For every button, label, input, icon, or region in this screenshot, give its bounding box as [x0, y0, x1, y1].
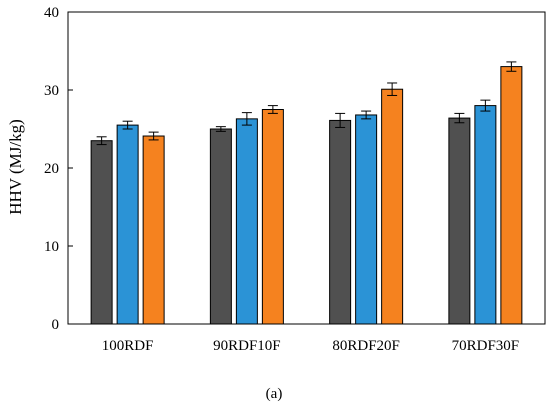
bar	[116, 124, 139, 325]
bar-series	[90, 61, 523, 325]
x-category-label: 70RDF30F	[452, 338, 520, 354]
bar	[235, 118, 258, 325]
error-bar	[335, 112, 346, 128]
error-bar	[454, 112, 465, 124]
x-category-label: 100RDF	[102, 338, 154, 354]
error-bar	[267, 105, 278, 114]
bar	[261, 109, 284, 325]
bar	[142, 135, 165, 325]
error-bar	[96, 136, 107, 146]
bar	[355, 114, 378, 325]
y-axis-title: HHV (MJ/kg)	[6, 119, 25, 215]
y-axis-ticks: 0 10 20 30 40	[44, 5, 73, 333]
error-bar	[215, 126, 226, 132]
error-bar	[387, 82, 398, 96]
x-category-label: 90RDF10F	[213, 338, 281, 354]
plot-border	[67, 11, 546, 325]
y-tick-label: 20	[44, 161, 59, 177]
bar	[500, 66, 523, 325]
x-category-label: 80RDF20F	[332, 338, 400, 354]
bar	[381, 88, 404, 325]
bar	[209, 128, 232, 325]
bar	[474, 105, 497, 325]
error-bar	[241, 112, 252, 126]
error-bar	[122, 120, 133, 130]
error-bar	[480, 99, 491, 112]
figure-caption: (a)	[266, 386, 283, 402]
y-tick-label: 10	[44, 239, 59, 255]
error-bar	[506, 61, 517, 72]
error-bar	[148, 131, 159, 141]
error-bar	[361, 110, 372, 120]
bar	[448, 117, 471, 325]
y-tick-label: 40	[44, 5, 59, 21]
bar	[90, 140, 113, 325]
x-axis-categories: 100RDF 90RDF10F 80RDF20F 70RDF30F	[102, 338, 519, 354]
y-tick-label: 30	[44, 83, 59, 99]
y-tick-label: 0	[52, 317, 60, 333]
bar	[329, 119, 352, 325]
plot-area	[67, 11, 546, 325]
